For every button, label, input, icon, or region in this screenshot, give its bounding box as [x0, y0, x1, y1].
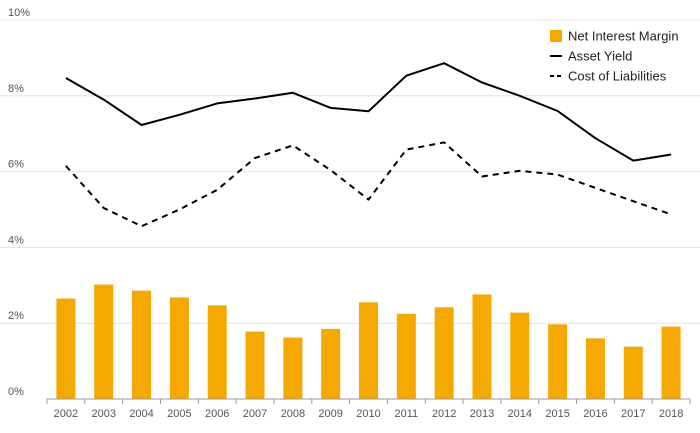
x-tick-label: 2013	[470, 408, 494, 420]
x-axis: 2002 2003 2004 2005 2006 2007 2008 2009 2010 2011…	[46, 398, 691, 420]
x-tick-label: 2009	[318, 408, 342, 420]
bar-2016	[585, 338, 605, 399]
y-tick-label: 8%	[8, 83, 24, 95]
bar-2010	[359, 302, 378, 399]
y-tick-label: 6%	[8, 159, 24, 171]
bar-2012	[434, 307, 454, 399]
x-tick-label: 2003	[91, 408, 115, 420]
grid-lines	[0, 19, 700, 324]
bar-2009	[321, 328, 341, 399]
bar-2015	[548, 324, 568, 399]
legend-swatch	[550, 30, 562, 42]
x-tick-label: 2002	[54, 408, 78, 420]
x-tick-label: 2011	[394, 408, 418, 420]
legend-item-asset-yield: Asset Yield	[550, 49, 632, 64]
y-tick-label: 0%	[8, 386, 24, 398]
x-tick-label: 2016	[583, 408, 607, 420]
x-tick-label: 2015	[545, 408, 569, 420]
line-series-group	[65, 62, 672, 228]
bar-2008	[283, 337, 303, 399]
y-tick-label: 4%	[8, 234, 24, 246]
x-tick-label: 2014	[508, 408, 532, 420]
bar-2002	[56, 298, 76, 399]
x-tick-label: 2008	[281, 408, 305, 420]
bar-2006	[207, 305, 227, 399]
bar-2018	[661, 326, 681, 399]
bar-2004	[132, 290, 152, 399]
legend-item-net-interest-margin: Net Interest Margin	[550, 29, 679, 44]
x-tick-label: 2010	[356, 408, 380, 420]
x-tick-label: 2018	[659, 408, 683, 420]
x-tick-label: 2006	[205, 408, 229, 420]
x-tick-label: 2004	[129, 408, 153, 420]
bar-2005	[169, 297, 189, 399]
bar-series-net-interest-margin	[56, 284, 681, 399]
x-tick-label: 2007	[243, 408, 267, 420]
bar-2013	[472, 294, 492, 399]
y-tick-label: 2%	[8, 310, 24, 322]
bar-2014	[510, 312, 530, 399]
y-axis-tick-labels: 0% 2% 4% 6% 8% 10%	[8, 7, 30, 398]
legend-label: Cost of Liabilities	[568, 69, 667, 84]
bar-2003	[94, 284, 114, 399]
y-tick-label: 10%	[8, 7, 30, 19]
x-tick-label: 2005	[167, 408, 191, 420]
bar-2011	[396, 313, 416, 399]
line-asset-yield	[65, 62, 672, 162]
line-cost-of-liabilities	[65, 141, 672, 228]
legend-label: Net Interest Margin	[568, 29, 679, 44]
x-tick-label: 2012	[432, 408, 456, 420]
x-tick-label: 2017	[621, 408, 645, 420]
legend-item-cost-of-liabilities: Cost of Liabilities	[550, 69, 667, 84]
legend: Net Interest Margin Asset Yield Cost of Li…	[550, 29, 679, 84]
bar-2017	[623, 346, 643, 399]
legend-label: Asset Yield	[568, 49, 632, 64]
bar-2007	[245, 331, 265, 399]
